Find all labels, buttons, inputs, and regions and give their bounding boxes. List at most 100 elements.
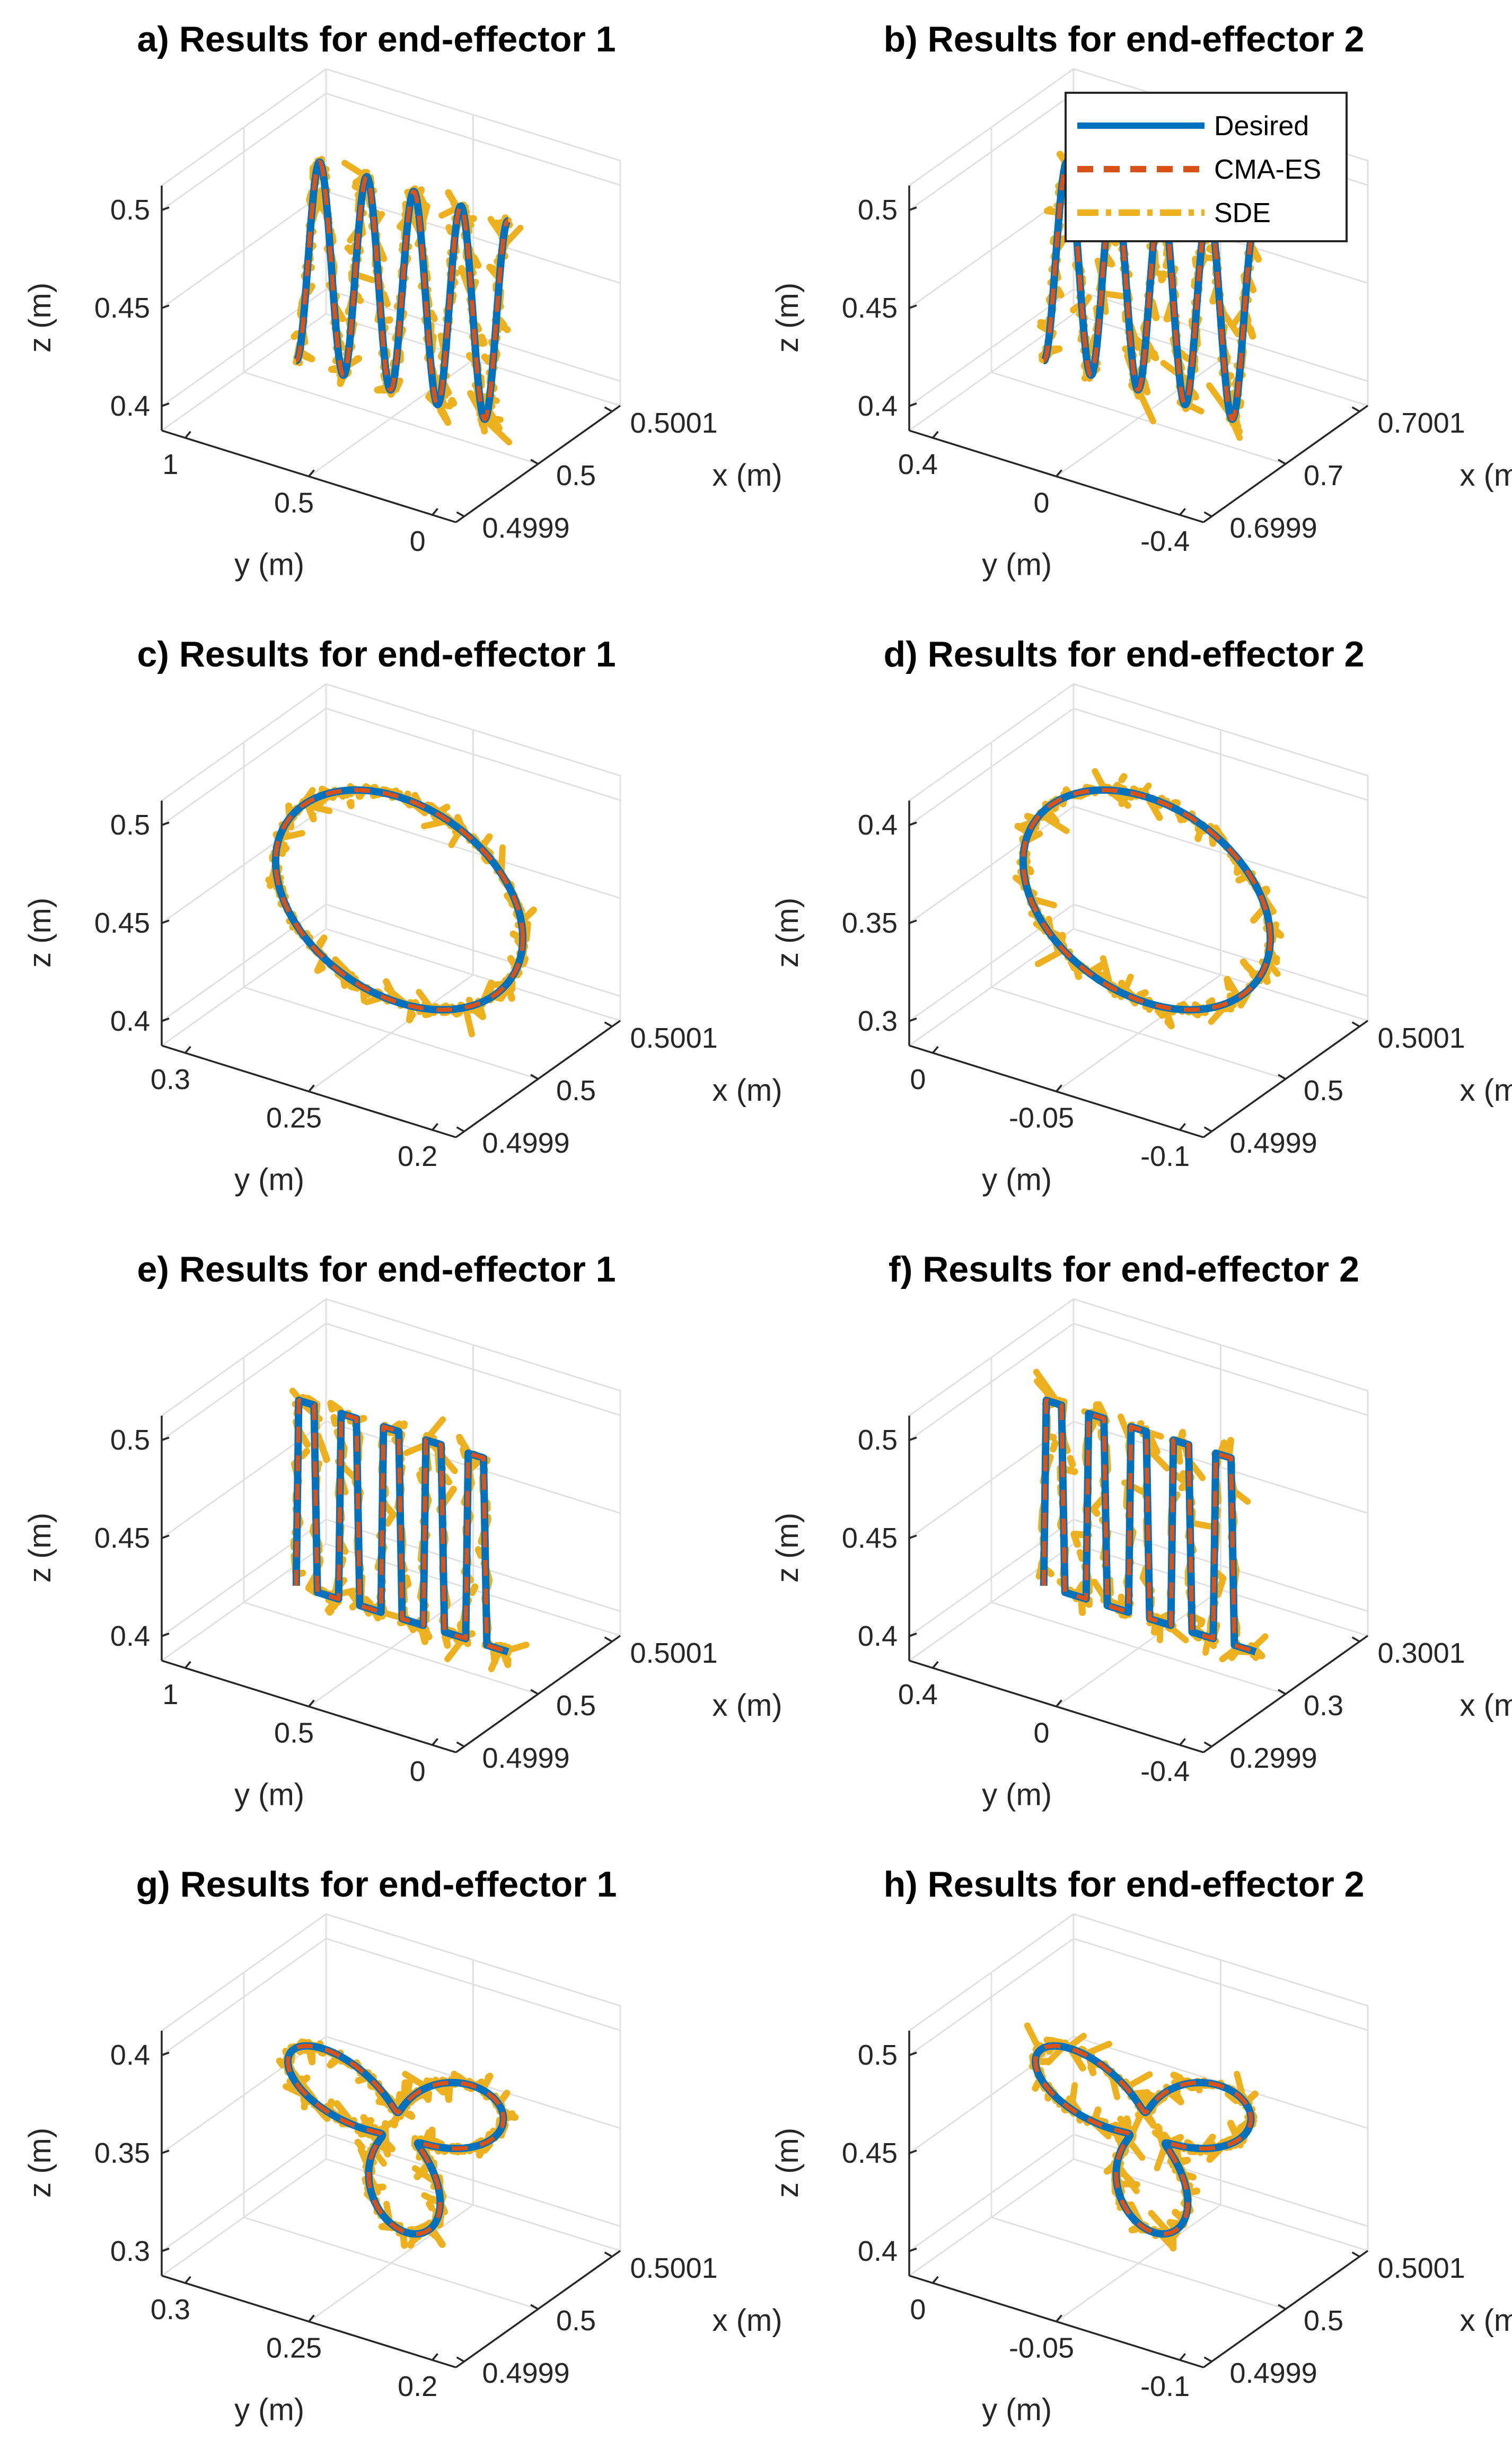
x-tick-mark (456, 2356, 465, 2363)
gridline (161, 2134, 621, 2252)
x-tick-label: 0.5 (556, 460, 596, 492)
series-cmaes-line (294, 160, 510, 422)
axes-b (908, 186, 1369, 523)
z-tick-mark (909, 821, 917, 826)
y-tick-label: 0.2 (398, 2371, 437, 2402)
x-axis-label: x (m) (1460, 1073, 1512, 1108)
x-tick-label: 0.7 (1304, 460, 1343, 492)
z-tick-label: 0.5 (858, 1424, 898, 1456)
series-cmaes-line (1042, 160, 1258, 422)
box-edge (909, 1913, 1368, 2032)
y-tick-mark (1056, 1699, 1062, 1707)
y-axis-label: y (m) (982, 548, 1052, 582)
z-tick-label: 0.4 (858, 1620, 898, 1652)
z-tick-mark (909, 919, 917, 924)
x-tick-mark (1351, 1636, 1360, 1643)
series-desired-line (1019, 786, 1274, 1014)
box-edge (909, 683, 1368, 802)
sde-spike (341, 160, 370, 180)
x-tick-mark (1278, 459, 1286, 465)
x-tick-label: 0.7001 (1378, 407, 1465, 439)
gridline (909, 1322, 1368, 1441)
z-axis-label: z (m) (23, 898, 57, 968)
x-tick-label: 0.5 (556, 1690, 596, 1722)
gridline (161, 190, 621, 309)
z-tick-label: 0.5 (858, 2039, 898, 2071)
x-tick-mark (604, 1636, 613, 1643)
y-tick-mark (184, 431, 191, 438)
gridline (243, 371, 539, 465)
y-tick-label: 0.5 (274, 487, 314, 519)
y-axis-label: y (m) (982, 2393, 1052, 2427)
x-tick-mark (456, 1741, 465, 1748)
x-tick-label: 0.5001 (630, 1022, 718, 1054)
gridline (991, 2216, 1286, 2310)
gridline (161, 805, 621, 924)
z-tick-mark (909, 1633, 917, 1637)
x-tick-label: 0.3001 (1378, 1637, 1465, 1669)
y-tick-mark (1179, 508, 1186, 516)
x-tick-label: 0.5001 (630, 1637, 718, 1669)
z-tick-mark (161, 821, 170, 826)
gridline (161, 1322, 621, 1441)
gridline (991, 371, 1286, 465)
z-tick-label: 0.4 (110, 1620, 150, 1652)
z-tick-mark (161, 919, 170, 924)
z-tick-label: 0.5 (110, 1424, 150, 1456)
z-tick-mark (909, 206, 917, 211)
y-axis-label: y (m) (982, 1778, 1052, 1812)
x-tick-mark (604, 1021, 613, 1028)
box-edge (161, 1298, 621, 1417)
chart-panel-f: f) Results for end-effector 2 0.4 0.45 0.5 0… (770, 1249, 1512, 1812)
y-tick-label: 0.25 (266, 1102, 322, 1134)
x-tick-mark (1278, 1689, 1286, 1695)
x-tick-mark (1351, 1021, 1360, 1028)
box-edge (161, 68, 621, 187)
sde-spike (423, 1416, 446, 1443)
x-axis-label: x (m) (712, 1073, 782, 1108)
x-tick-label: 0.4999 (482, 1127, 570, 1159)
gridline (161, 707, 621, 826)
y-tick-label: 0.3 (151, 1064, 190, 1095)
z-tick-label: 0.45 (94, 1522, 150, 1554)
z-tick-mark (909, 2248, 917, 2252)
gridline (909, 1937, 1368, 2056)
y-tick-label: 0.5 (274, 1717, 314, 1749)
sde-spike (1186, 1519, 1217, 1530)
axes-d (908, 801, 1369, 1138)
y-tick-mark (308, 2314, 315, 2322)
y-tick-mark (1179, 1123, 1186, 1131)
y-tick-mark (1179, 1738, 1186, 1746)
y-tick-label: 0 (410, 525, 426, 557)
y-tick-label: -0.05 (1009, 2332, 1074, 2364)
y-tick-label: 0 (410, 1756, 426, 1787)
legend-label-cmaes: CMA-ES (1214, 154, 1321, 185)
z-axis-label: z (m) (770, 1513, 805, 1583)
gridline (161, 1519, 621, 1637)
sde-spike (481, 416, 513, 446)
x-tick-label: 0.6999 (1230, 512, 1317, 544)
z-axis-label: z (m) (770, 898, 805, 968)
y-axis-label: y (m) (234, 548, 304, 582)
axes-h (908, 2031, 1369, 2368)
panel-title-b: b) Results for end-effector 2 (884, 19, 1365, 59)
z-tick-label: 0.35 (842, 907, 898, 939)
y-tick-label: -0.4 (1140, 525, 1190, 557)
z-tick-mark (161, 1436, 170, 1441)
x-tick-mark (530, 459, 539, 465)
x-tick-label: 0.5 (1304, 2305, 1343, 2337)
y-tick-label: 0 (910, 2294, 926, 2326)
x-tick-label: 0.2999 (1230, 1742, 1317, 1774)
z-tick-mark (161, 1534, 170, 1539)
z-tick-mark (161, 402, 170, 407)
x-tick-label: 0.5 (556, 2305, 596, 2337)
series-cmaes-line (1033, 2043, 1253, 2236)
y-tick-label: 0.3 (151, 2294, 190, 2326)
z-tick-mark (161, 304, 170, 309)
gridline (909, 1420, 1368, 1539)
x-tick-mark (1351, 406, 1360, 413)
y-tick-label: -0.4 (1140, 1756, 1190, 1787)
chart-panel-d: d) Results for end-effector 2 0.3 0.35 0.4 0… (770, 634, 1512, 1197)
z-tick-mark (909, 2051, 917, 2056)
z-tick-label: 0.5 (110, 194, 150, 226)
